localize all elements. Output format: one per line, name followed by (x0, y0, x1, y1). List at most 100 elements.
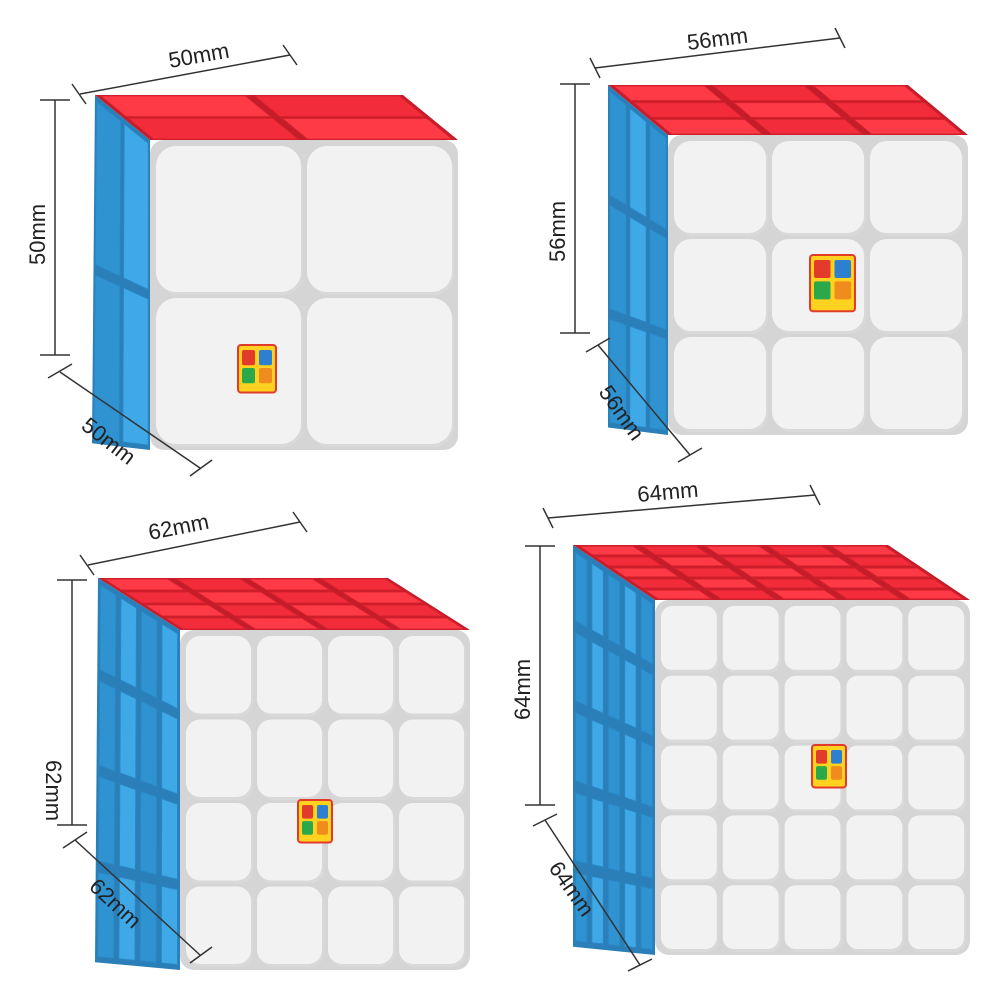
side-sticker (649, 123, 667, 231)
front-sticker (674, 337, 766, 429)
front-sticker (784, 815, 841, 880)
logo-mark (809, 254, 856, 313)
front-sticker (846, 745, 903, 810)
side-dimension: 62mm (41, 579, 87, 826)
side-dimension: 56mm (545, 83, 590, 334)
side-sticker (609, 90, 627, 206)
front-sticker (156, 146, 301, 292)
top-dimension: 50mm (71, 38, 298, 105)
top-sticker (652, 118, 764, 135)
top-sticker (689, 578, 760, 589)
front-sticker (328, 803, 393, 881)
top-sticker (267, 591, 353, 604)
front-sticker (784, 675, 841, 740)
front-sticker (908, 745, 964, 810)
side-sticker (118, 876, 136, 961)
top-sticker (852, 118, 964, 135)
side-sticker (607, 649, 621, 722)
front-sticker (399, 886, 464, 964)
top-sticker (340, 591, 425, 604)
top-sticker (829, 545, 900, 556)
top-sticker (720, 556, 791, 567)
front-sticker (156, 298, 301, 444)
side-sticker (607, 802, 621, 872)
front-sticker (908, 675, 964, 740)
top-sticker (815, 578, 886, 589)
top-sticker (799, 567, 870, 578)
top-sticker (381, 617, 466, 630)
top-sticker (706, 589, 777, 600)
front-sticker (846, 675, 903, 740)
top-sticker (253, 95, 427, 118)
top-face (98, 578, 470, 630)
side-sticker (574, 712, 588, 786)
top-sticker (832, 102, 944, 118)
side-sticker (139, 790, 158, 876)
side-sticker (624, 882, 637, 949)
front-sticker (846, 885, 903, 949)
front-sticker (399, 803, 464, 881)
cube-body (608, 85, 968, 435)
side-sticker (140, 700, 158, 788)
top-sticker (236, 617, 321, 630)
top-sticker (673, 567, 744, 578)
top-sticker (752, 118, 864, 135)
side-sticker (122, 122, 149, 291)
side-sticker (609, 318, 627, 426)
cube-3x3: 56mm 56mm 56mm (545, 23, 968, 463)
front-sticker (674, 141, 766, 233)
top-sticker (612, 85, 724, 102)
top-sticker (360, 604, 446, 617)
side-sticker (609, 204, 627, 316)
front-sticker (674, 239, 766, 331)
top-sticker (280, 117, 454, 140)
logo-mark (811, 744, 847, 789)
top-sticker (247, 578, 332, 591)
side-sticker (118, 783, 137, 871)
top-sticker (610, 567, 681, 578)
side-dimension-label: 62mm (41, 760, 66, 821)
front-sticker (722, 675, 779, 740)
side-sticker (607, 573, 621, 647)
front-sticker (908, 815, 964, 880)
top-sticker (319, 578, 405, 591)
top-sticker (640, 545, 711, 556)
top-sticker (736, 567, 807, 578)
side-sticker (640, 740, 654, 808)
side-sticker (640, 885, 654, 950)
side-dimension-label: 64mm (510, 659, 535, 720)
side-sticker (591, 797, 604, 868)
front-sticker (772, 141, 864, 233)
side-sticker (139, 880, 157, 964)
top-sticker (288, 604, 373, 617)
side-sticker (98, 680, 116, 772)
front-sticker (186, 886, 251, 964)
side-sticker (97, 776, 116, 866)
cube-2x2: 50mm 50mm 50mm (25, 38, 458, 477)
top-sticker (102, 578, 187, 591)
front-sticker (186, 719, 251, 797)
side-sticker (640, 667, 654, 737)
side-dimension-label: 50mm (25, 204, 50, 265)
top-sticker (122, 591, 208, 604)
front-sticker (186, 803, 251, 881)
side-sticker (629, 325, 647, 429)
top-sticker (895, 589, 966, 600)
side-sticker (140, 610, 158, 700)
side-sticker (629, 107, 647, 219)
cube-4x4: 62mm 62mm 62mm (41, 509, 470, 970)
top-sticker (703, 545, 774, 556)
front-sticker (257, 719, 322, 797)
top-dimension-label: 64mm (636, 477, 699, 507)
top-sticker (308, 617, 394, 630)
side-sticker (574, 872, 588, 943)
top-sticker (163, 617, 249, 630)
front-sticker (661, 815, 717, 880)
top-sticker (878, 578, 949, 589)
front-sticker (722, 815, 779, 880)
top-sticker (752, 578, 823, 589)
front-sticker (870, 239, 962, 331)
front-sticker (784, 606, 841, 670)
front-sticker (328, 886, 393, 964)
